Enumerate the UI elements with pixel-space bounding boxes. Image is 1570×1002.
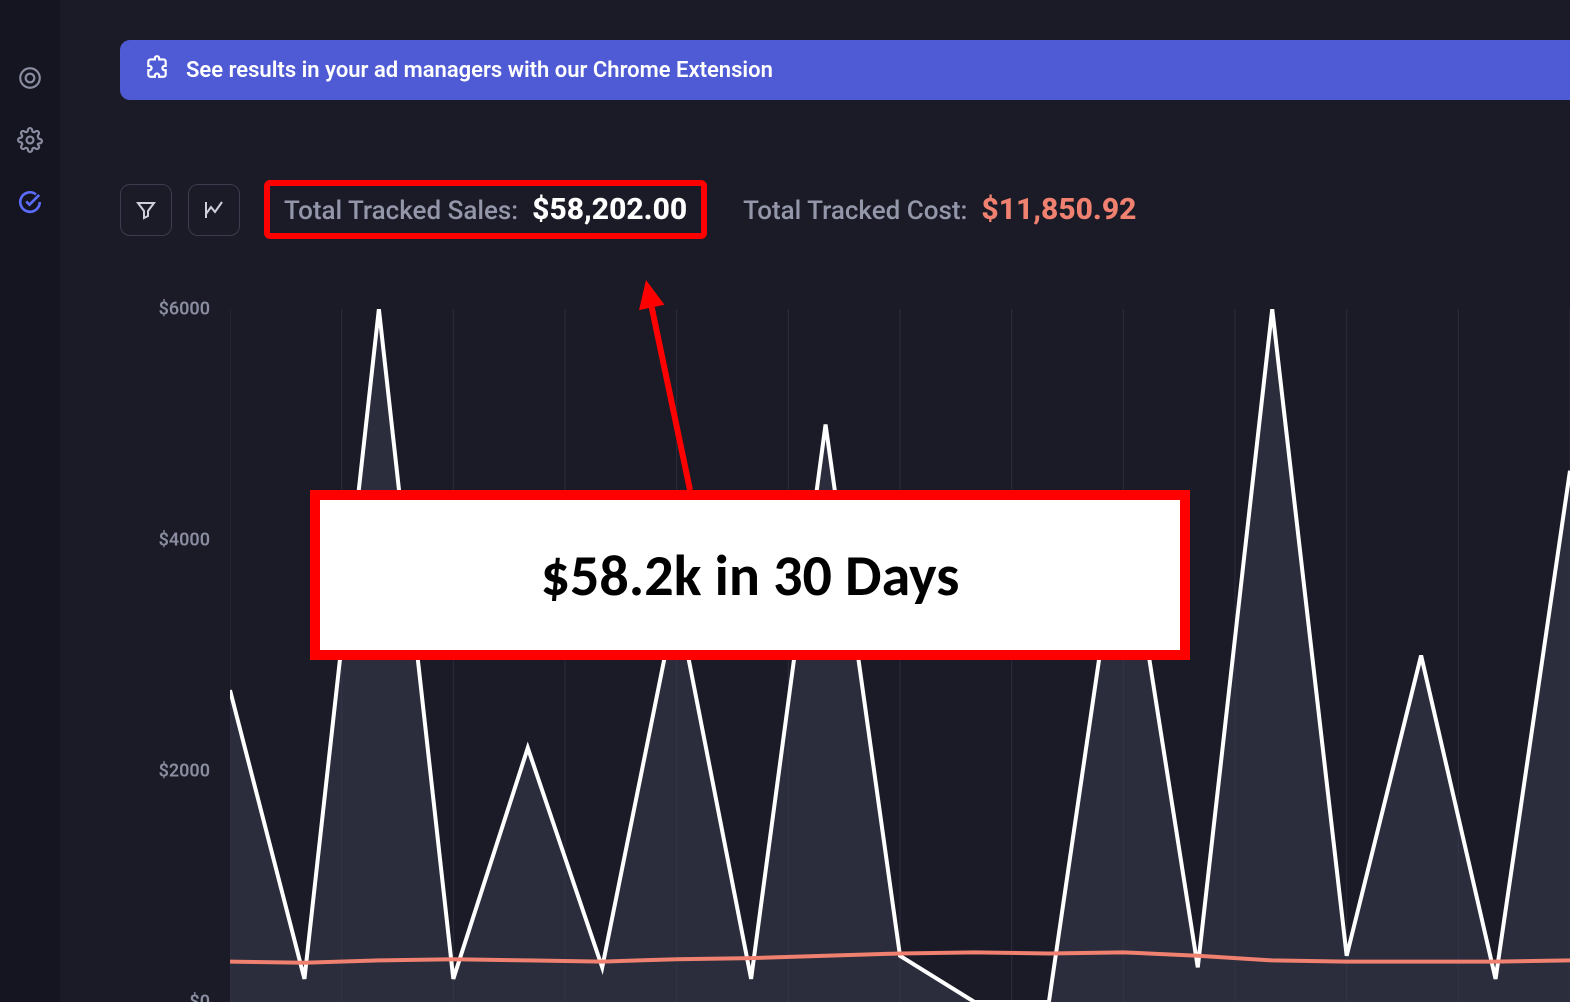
sales-highlight-box: Total Tracked Sales: $58,202.00	[264, 180, 707, 239]
y-tick: $4000	[159, 530, 210, 551]
app-root: See results in your ad managers with our…	[0, 0, 1570, 1002]
y-tick: $0	[189, 992, 210, 1002]
sidebar	[0, 0, 60, 1002]
gear-icon[interactable]	[16, 126, 44, 154]
y-tick: $2000	[159, 761, 210, 782]
chart-y-axis: $0$2000$4000$6000	[140, 309, 220, 1002]
filter-button[interactable]	[120, 184, 172, 236]
annotation-callout: $58.2k in 30 Days	[310, 490, 1190, 660]
sales-value: $58,202.00	[532, 192, 687, 227]
cost-value: $11,850.92	[981, 192, 1136, 227]
banner-text: See results in your ad managers with our…	[186, 58, 773, 83]
chart-toggle-button[interactable]	[188, 184, 240, 236]
annotation-text: $58.2k in 30 Days	[541, 540, 960, 611]
sales-label: Total Tracked Sales:	[284, 196, 518, 226]
stats-row: Total Tracked Sales: $58,202.00 Total Tr…	[120, 180, 1570, 239]
main-panel: See results in your ad managers with our…	[60, 0, 1570, 1002]
target-icon[interactable]	[16, 64, 44, 92]
puzzle-icon	[144, 54, 170, 86]
cost-label: Total Tracked Cost:	[743, 196, 967, 226]
cost-group: Total Tracked Cost: $11,850.92	[743, 192, 1136, 227]
promo-banner[interactable]: See results in your ad managers with our…	[120, 40, 1570, 100]
y-tick: $6000	[159, 299, 210, 320]
check-circle-icon[interactable]	[16, 188, 44, 216]
